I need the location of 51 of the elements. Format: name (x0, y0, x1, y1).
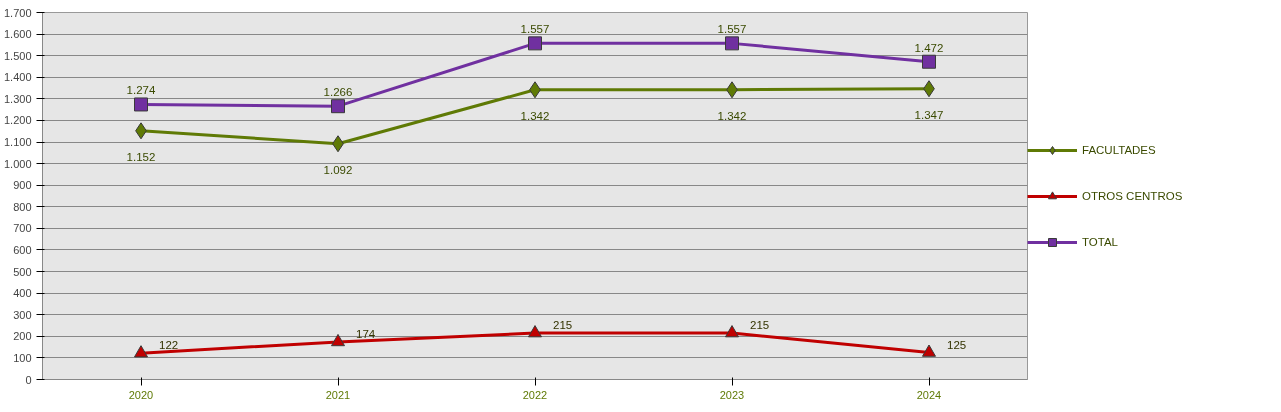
data-label: 1.092 (323, 163, 353, 176)
legend-label: TOTAL (1082, 235, 1118, 248)
legend-label: FACULTADES (1082, 143, 1156, 156)
y-tick-label: 0 (25, 373, 32, 386)
y-tick-label: 700 (13, 222, 32, 235)
y-tick-label: 1.600 (3, 28, 32, 41)
point (528, 325, 542, 338)
point (725, 325, 739, 338)
data-label: 1.472 (914, 41, 944, 54)
data-label: 215 (750, 319, 770, 332)
y-tick-label: 100 (13, 351, 32, 364)
point (725, 36, 739, 51)
y-tick-label: 1.300 (3, 92, 32, 105)
point (922, 54, 936, 69)
y-tick-label: 1.100 (3, 136, 32, 149)
x-tick-label: 2020 (128, 388, 154, 401)
y-tick-label: 1.700 (3, 6, 32, 19)
y-tick-label: 500 (13, 265, 32, 278)
x-tick-label: 2021 (325, 388, 351, 401)
x-tick-label: 2024 (916, 388, 942, 401)
y-tick-label: 400 (13, 287, 32, 300)
y-tick-label: 600 (13, 243, 32, 256)
point (922, 344, 936, 357)
x-tick-label: 2022 (522, 388, 548, 401)
point (331, 333, 345, 347)
y-tick-label: 800 (13, 200, 32, 213)
y-tick-label: 1.500 (3, 49, 32, 62)
data-label: 1.274 (126, 84, 156, 97)
data-label: 1.266 (323, 86, 353, 99)
data-label: 215 (553, 319, 573, 332)
y-tick-label: 1.400 (3, 71, 32, 84)
data-label: 125 (947, 338, 967, 351)
data-label: 1.557 (717, 23, 747, 36)
data-label: 1.347 (914, 108, 944, 121)
data-label: 174 (356, 327, 376, 340)
data-label: 1.152 (126, 150, 156, 163)
x-tick-label: 2023 (719, 388, 745, 401)
data-label: 1.342 (717, 109, 747, 122)
y-tick-label: 200 (13, 330, 32, 343)
point (331, 99, 345, 114)
y-tick-label: 1.000 (3, 157, 32, 170)
legend-label: OTROS CENTROS (1082, 189, 1183, 202)
data-label: 1.342 (520, 109, 550, 122)
point (134, 345, 148, 358)
y-tick-label: 900 (13, 179, 32, 192)
point (134, 97, 148, 112)
data-label: 1.557 (520, 23, 550, 36)
point (528, 36, 542, 51)
data-label: 122 (159, 339, 179, 352)
y-tick-label: 300 (13, 308, 32, 321)
y-tick-label: 1.200 (3, 114, 32, 127)
